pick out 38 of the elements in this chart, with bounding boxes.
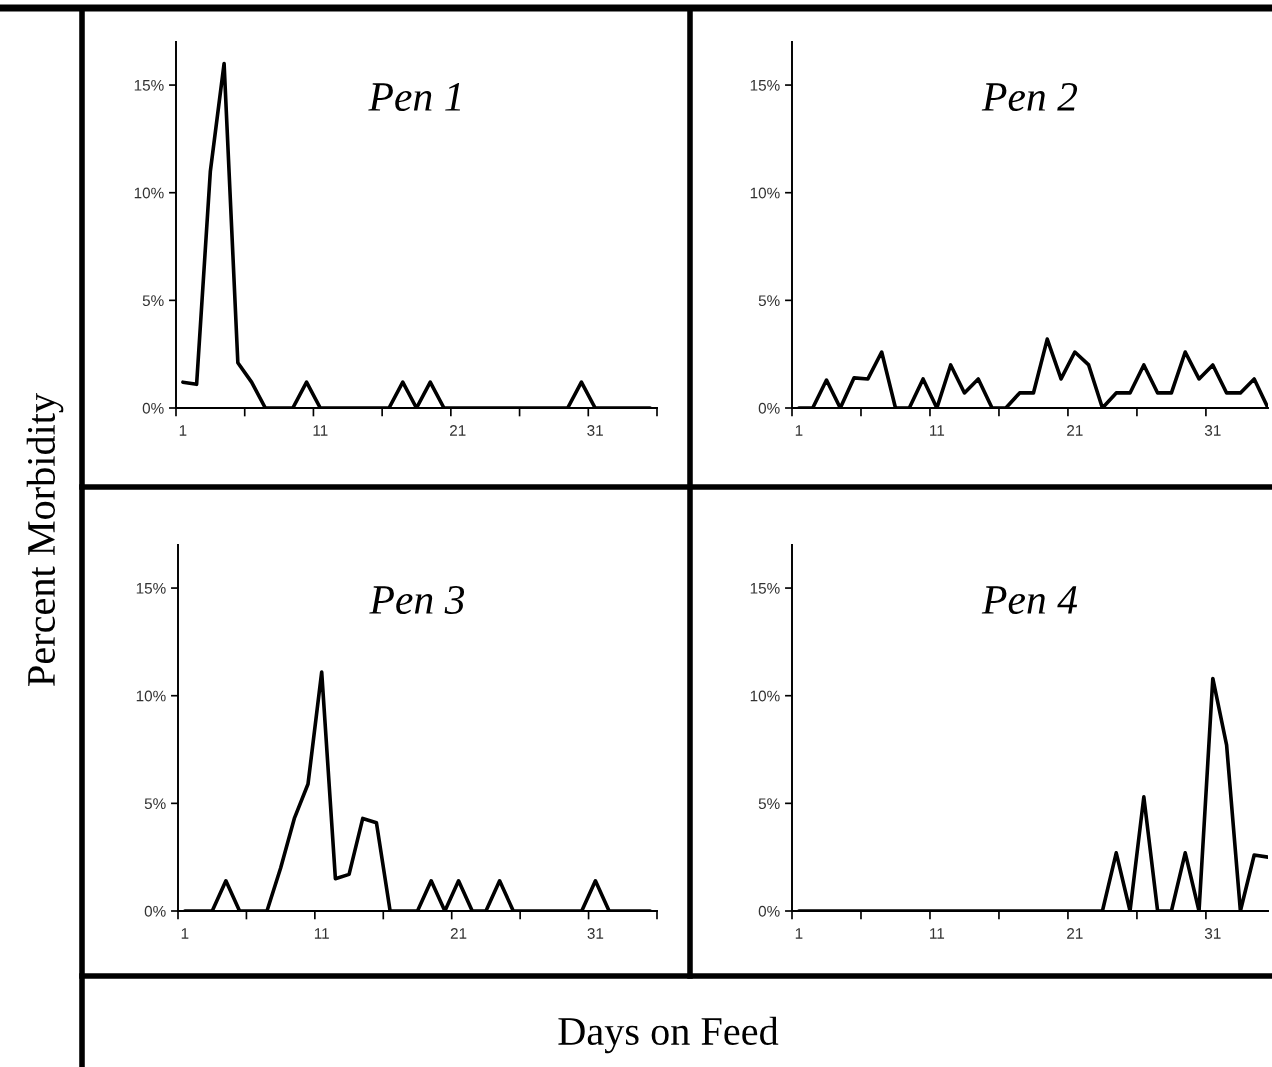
x-tick-label: 21 [1067, 928, 1083, 939]
x-tick-label: 1 [181, 928, 189, 939]
x-tick-label: 1 [179, 425, 187, 436]
y-tick-label: 5% [142, 295, 164, 307]
text: Pen 4 [981, 586, 1078, 614]
y-tick-label: 15% [134, 79, 164, 91]
text: Pen 2 [981, 82, 1078, 111]
y-tick-label: 10% [136, 690, 166, 702]
x-tick-label: 21 [450, 425, 466, 436]
y-tick-label: 5% [758, 798, 780, 810]
y-tick-label: 0% [758, 905, 780, 917]
y-tick-label: 15% [750, 79, 780, 91]
x-tick-label: 31 [1204, 425, 1221, 436]
y-tick-label: 15% [750, 582, 780, 594]
x-tick-label: 31 [587, 425, 603, 436]
x-tick-label: 21 [450, 928, 467, 939]
x-tick-label: 11 [930, 928, 945, 939]
x-tick-label: 11 [314, 928, 329, 939]
y-tick-label: 0% [758, 402, 780, 414]
y-tick-label: 10% [750, 187, 780, 199]
text: Pen 3 [369, 585, 465, 614]
y-tick-label: 10% [750, 690, 780, 702]
y-tick-label: 5% [758, 295, 780, 307]
x-tick-label: 31 [1204, 928, 1221, 939]
x-tick-label: 21 [1067, 425, 1083, 436]
x-tick-label: 1 [795, 928, 803, 939]
x-tick-label: 1 [795, 425, 803, 436]
x-tick-label: 11 [313, 425, 328, 436]
y-tick-label: 10% [134, 187, 164, 199]
y-tick-label: 5% [144, 798, 166, 810]
x-axis-title: Days on Feed [558, 1016, 779, 1054]
text: Pen 1 [368, 83, 461, 111]
y-tick-label: 15% [136, 582, 166, 594]
y-axis-title: Percent Morbidity [26, 393, 64, 686]
x-tick-label: 31 [587, 928, 604, 939]
x-tick-label: 11 [930, 425, 945, 436]
y-tick-label: 0% [144, 905, 166, 917]
y-tick-label: 0% [142, 402, 164, 414]
